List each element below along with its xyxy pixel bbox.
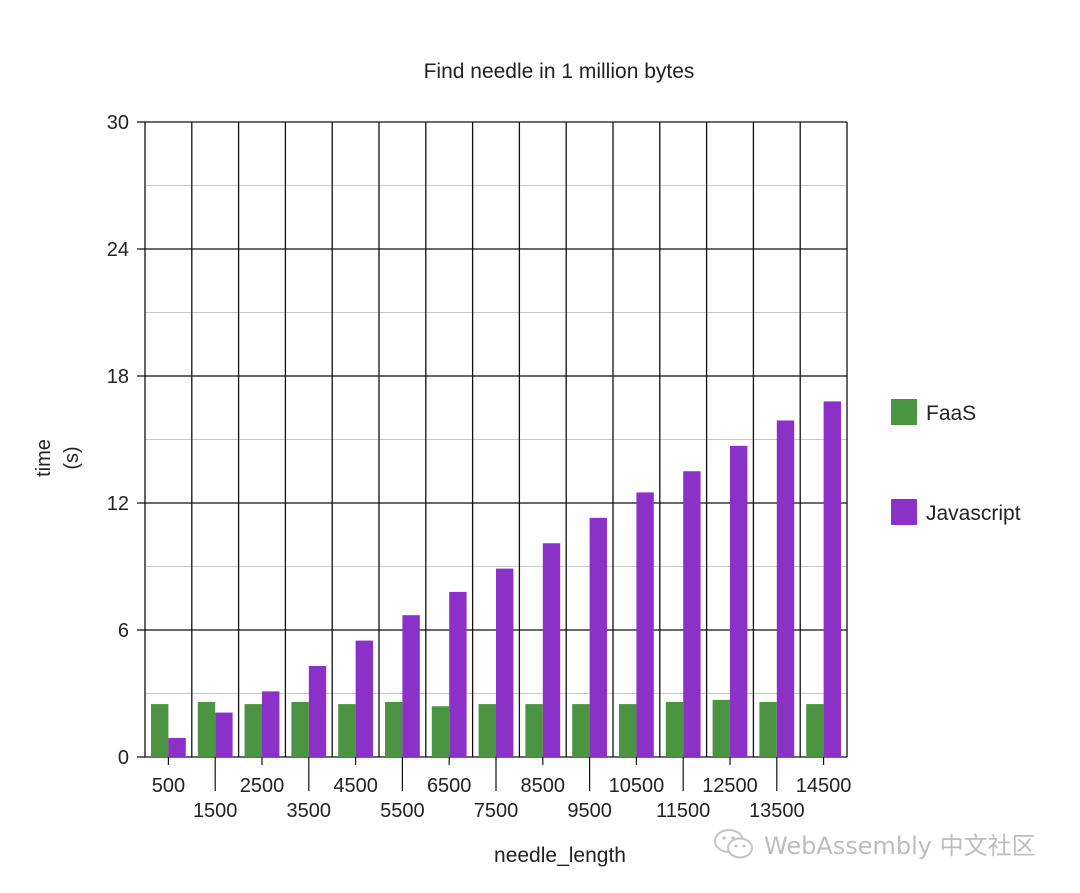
bar-faas-2500 bbox=[244, 704, 262, 757]
bar-faas-10500 bbox=[619, 704, 637, 757]
bar-javascript-7500 bbox=[496, 568, 514, 757]
bar-javascript-4500 bbox=[355, 640, 373, 757]
x-tick-label: 1500 bbox=[193, 800, 238, 822]
legend-label-faas: FaaS bbox=[926, 402, 976, 425]
x-tick-label: 10500 bbox=[609, 775, 665, 797]
legend-swatch-faas bbox=[891, 399, 917, 425]
x-tick-label: 6500 bbox=[427, 775, 472, 797]
bar-javascript-9500 bbox=[589, 517, 607, 757]
bar-javascript-3500 bbox=[308, 665, 327, 757]
x-tick-label: 500 bbox=[152, 775, 185, 797]
chart-title: Find needle in 1 million bytes bbox=[424, 60, 695, 83]
bar-javascript-6500 bbox=[449, 591, 467, 757]
bar-faas-4500 bbox=[338, 704, 356, 757]
bar-faas-6500 bbox=[431, 706, 450, 757]
x-axis-label: needle_length bbox=[494, 844, 626, 867]
bar-javascript-1500 bbox=[215, 712, 233, 757]
y-tick-label: 6 bbox=[118, 620, 129, 642]
y-axis-label-line2: (s) bbox=[61, 446, 83, 469]
bar-faas-3500 bbox=[291, 701, 309, 757]
y-tick-label: 24 bbox=[107, 239, 129, 261]
bar-faas-9500 bbox=[572, 704, 590, 757]
bar-faas-14500 bbox=[806, 704, 824, 757]
bar-faas-5500 bbox=[385, 701, 403, 757]
x-tick-label: 8500 bbox=[521, 775, 566, 797]
bar-faas-500 bbox=[151, 704, 169, 757]
bar-faas-1500 bbox=[197, 701, 216, 757]
bar-javascript-13500 bbox=[776, 420, 795, 757]
x-tick-label: 4500 bbox=[333, 775, 378, 797]
y-axis-ticks: 0 6 12 18 24 30 bbox=[107, 112, 129, 769]
y-tick-label: 30 bbox=[107, 112, 129, 134]
x-tick-label: 2500 bbox=[240, 775, 285, 797]
x-tick-label: 7500 bbox=[474, 800, 519, 822]
bar-faas-8500 bbox=[525, 704, 543, 757]
x-tick-label: 3500 bbox=[287, 800, 332, 822]
bar-javascript-11500 bbox=[683, 471, 701, 757]
bar-javascript-2500 bbox=[262, 691, 280, 757]
legend-label-javascript: Javascript bbox=[926, 502, 1021, 525]
y-tick-label: 12 bbox=[107, 493, 129, 515]
bar-javascript-12500 bbox=[730, 445, 748, 757]
y-axis-label-line1: time bbox=[33, 439, 55, 477]
x-tick-label: 13500 bbox=[749, 800, 805, 822]
bars bbox=[151, 401, 841, 757]
bar-faas-13500 bbox=[759, 701, 777, 757]
x-tick-label: 11500 bbox=[656, 800, 710, 822]
bar-javascript-5500 bbox=[402, 615, 420, 757]
bar-faas-7500 bbox=[478, 704, 496, 757]
bar-faas-11500 bbox=[665, 701, 684, 757]
x-tick-label: 14500 bbox=[796, 775, 852, 797]
watermark-text: WebAssembly 中文社区 bbox=[764, 832, 1036, 860]
y-tick-label: 0 bbox=[118, 747, 129, 769]
y-tick-label: 18 bbox=[107, 366, 129, 388]
bar-javascript-8500 bbox=[542, 543, 561, 757]
bar-javascript-14500 bbox=[823, 401, 841, 757]
x-tick-label: 5500 bbox=[380, 800, 425, 822]
x-tick-label: 9500 bbox=[567, 800, 612, 822]
bar-javascript-10500 bbox=[636, 492, 654, 757]
watermark: WebAssembly 中文社区 bbox=[712, 826, 1036, 861]
bar-faas-12500 bbox=[712, 699, 730, 757]
bar-javascript-500 bbox=[168, 737, 186, 757]
x-tick-label: 12500 bbox=[702, 775, 758, 797]
legend: FaaS Javascript bbox=[891, 399, 1021, 525]
wechat-icon bbox=[714, 828, 753, 858]
legend-swatch-javascript bbox=[891, 499, 917, 525]
